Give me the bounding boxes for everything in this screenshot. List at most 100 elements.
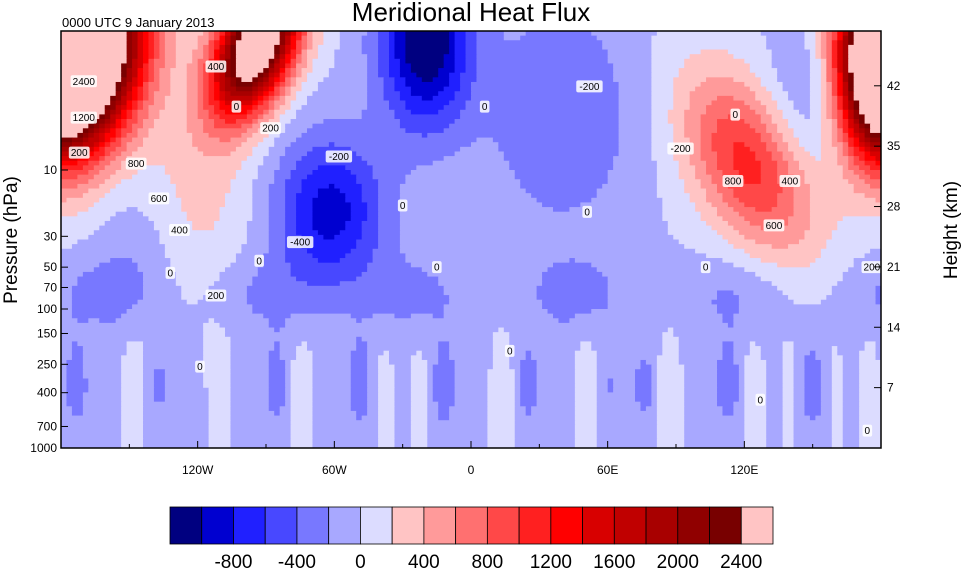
contour-cell (487, 397, 516, 403)
contour-cell (61, 193, 84, 199)
contour-cell (449, 77, 461, 83)
contour-cell (121, 443, 144, 448)
contour-cell (410, 364, 428, 370)
contour-cell (831, 290, 877, 296)
contour-cell (285, 179, 303, 185)
contour-cell (831, 77, 838, 83)
contour-cell (268, 318, 286, 324)
colorbar-swatch (296, 506, 330, 545)
contour-cell (471, 91, 620, 97)
contour-cell (143, 95, 150, 102)
contour-cell (143, 35, 150, 41)
contour-cell (596, 387, 609, 393)
contour-cell (252, 197, 270, 204)
contour-cell (361, 193, 379, 199)
contour-cell (596, 378, 609, 384)
contour-cell (290, 397, 314, 403)
contour-cell (383, 81, 396, 88)
contour-cell (290, 364, 314, 370)
contour-cell (859, 369, 881, 375)
contour-cell (706, 197, 724, 204)
contour-cell (350, 146, 461, 153)
contour-cell (88, 170, 100, 176)
contour-cell (361, 44, 379, 51)
contour-cell (225, 54, 232, 60)
contour-label: 0 (234, 102, 240, 113)
contour-cell (809, 220, 838, 227)
colorbar-swatch (455, 506, 488, 545)
contour-cell (268, 183, 286, 190)
contour-cell (875, 355, 881, 361)
contour-cell (427, 415, 439, 421)
contour-cell (842, 378, 860, 384)
contour-cell (635, 392, 652, 398)
contour-cell (153, 378, 166, 384)
contour-cell (394, 81, 406, 88)
contour-cell (197, 91, 204, 97)
contour-cell (110, 160, 122, 166)
contour-cell (809, 95, 822, 102)
contour-cell (208, 72, 215, 78)
contour-cell (285, 44, 292, 51)
x-tick-label: 120E (730, 463, 758, 477)
contour-cell (684, 109, 707, 115)
contour-cell (290, 359, 314, 366)
contour-cell (186, 123, 204, 129)
contour-cell (842, 49, 849, 55)
contour-cell (219, 271, 259, 278)
contour-cell (334, 54, 368, 60)
contour-cell (399, 234, 674, 241)
contour-cell (689, 151, 702, 157)
contour-cell (279, 81, 286, 88)
contour-cell (602, 40, 652, 46)
y-tick-label: 700 (37, 419, 57, 433)
contour-cell (378, 197, 401, 204)
contour-cell (82, 392, 122, 398)
contour-cell (219, 100, 226, 106)
contour-cell (208, 438, 232, 444)
contour-cell (132, 68, 139, 74)
contour-cell (760, 346, 784, 352)
contour-cell (153, 220, 193, 227)
contour-cell (367, 72, 379, 78)
contour-cell (673, 77, 707, 83)
contour-cell (727, 220, 751, 227)
contour-cell (378, 378, 396, 384)
contour-cell (296, 216, 314, 222)
contour-cell (367, 63, 379, 69)
contour-cell (574, 364, 598, 370)
contour-cell (859, 142, 866, 148)
contour-cell (203, 128, 248, 134)
contour-cell (203, 81, 210, 88)
contour-cell (88, 151, 95, 157)
contour-cell (230, 397, 270, 403)
contour-cell (755, 151, 773, 157)
contour-cell (859, 378, 881, 384)
contour-cell (132, 114, 139, 120)
contour-cell (771, 54, 811, 60)
contour-cell (771, 281, 838, 287)
contour-cell (252, 193, 270, 199)
contour-cell (148, 86, 160, 92)
contour-cell (656, 410, 685, 417)
contour-cell (722, 346, 734, 352)
contour-cell (137, 68, 144, 74)
contour-cell (602, 271, 756, 278)
contour-cell (853, 114, 860, 120)
colorbar-label: 400 (408, 552, 440, 571)
contour-cell (667, 220, 707, 227)
contour-cell (487, 443, 516, 448)
x-axis: 120W 60W 0 60E 120E (60, 441, 882, 477)
contour-cell (137, 109, 150, 115)
contour-cell (859, 174, 871, 180)
contour-cell (793, 438, 833, 444)
contour-cell (864, 193, 881, 199)
contour-cell (684, 383, 718, 389)
contour-cell (203, 332, 226, 338)
contour-cell (744, 438, 767, 444)
contour-cell (175, 276, 221, 282)
contour-cell (809, 77, 822, 83)
contour-cell (143, 341, 204, 347)
contour-cell (454, 359, 494, 366)
contour-cell (378, 410, 396, 417)
